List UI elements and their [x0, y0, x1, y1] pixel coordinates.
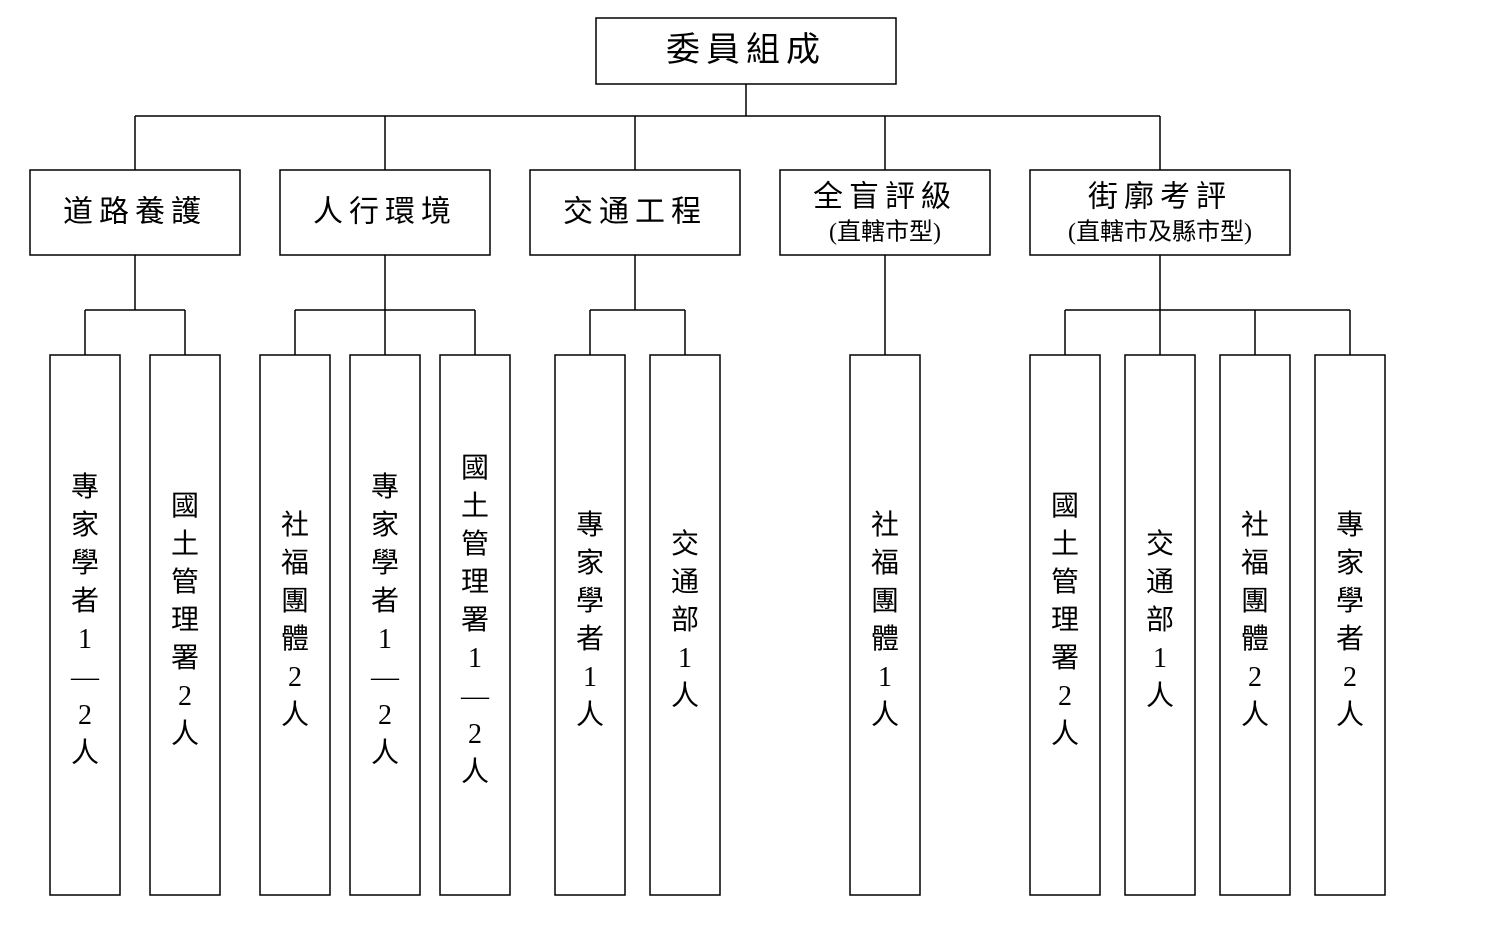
category-arcade-label: 街廓考評 — [1088, 181, 1232, 214]
leaf-3-label: 專家學者1—2人 — [370, 471, 400, 769]
leaf-2-label: 社福團體2人 — [281, 509, 309, 731]
leaf-1-label: 國土管理署2人 — [171, 491, 199, 750]
leaf-10-label: 社福團體2人 — [1241, 509, 1269, 731]
category-road-label: 道路養護 — [63, 195, 207, 228]
leaf-6-label: 交通部1人 — [671, 528, 699, 712]
category-blind-sub: (直轄市型) — [829, 218, 941, 245]
leaf-11-label: 專家學者2人 — [1336, 509, 1364, 731]
leaf-9-label: 交通部1人 — [1146, 528, 1174, 712]
category-blind-label: 全盲評級 — [813, 181, 957, 214]
category-arcade-sub: (直轄市及縣市型) — [1068, 218, 1252, 245]
leaf-7-label: 社福團體1人 — [871, 509, 899, 731]
root-label: 委員組成 — [666, 31, 826, 69]
category-ped-label: 人行環境 — [313, 195, 457, 228]
leaf-4-label: 國土管理署1—2人 — [460, 453, 490, 788]
leaf-0-label: 專家學者1—2人 — [70, 471, 100, 769]
category-traffic-label: 交通工程 — [563, 195, 707, 228]
leaf-5-label: 專家學者1人 — [576, 509, 604, 731]
leaf-8-label: 國土管理署2人 — [1051, 491, 1079, 750]
